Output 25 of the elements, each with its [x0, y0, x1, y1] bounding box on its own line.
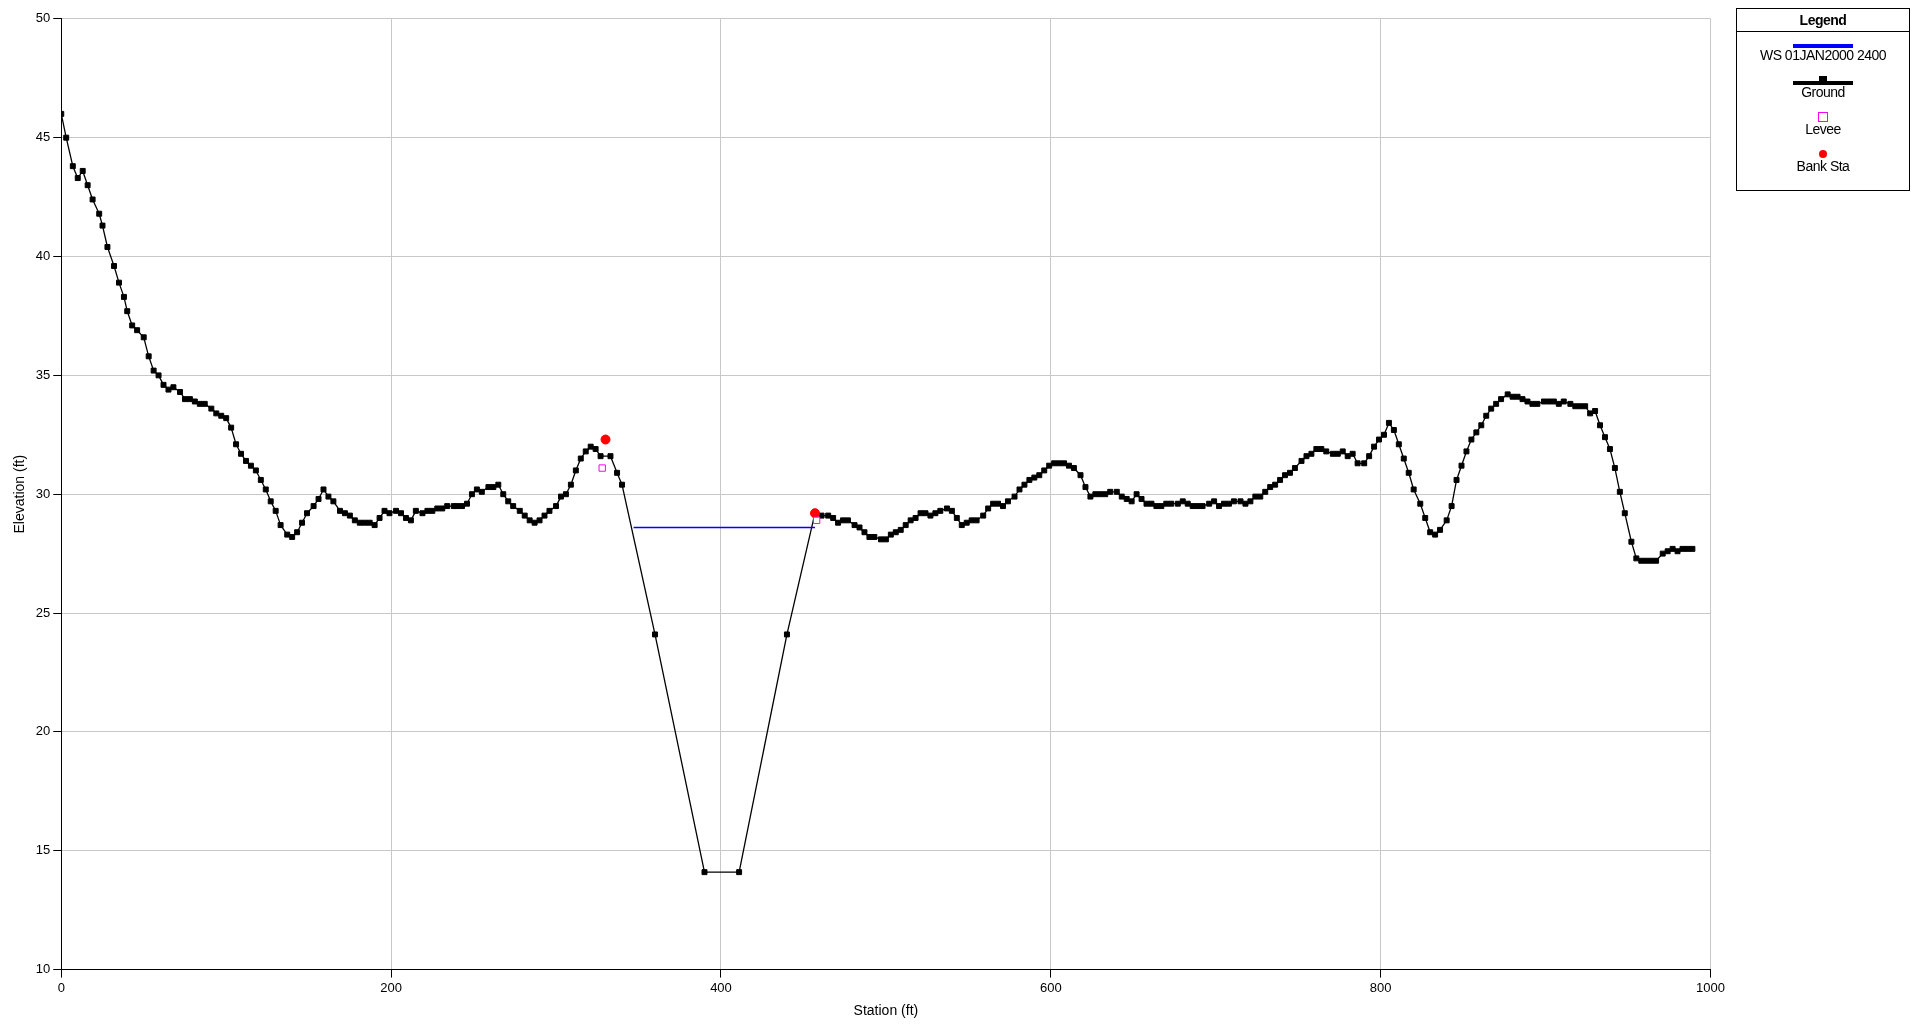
legend-label: Bank Sta: [1795, 158, 1851, 174]
x-axis-title: Station (ft): [853, 1002, 919, 1019]
x-tick-label: 200: [380, 979, 402, 995]
legend-label: Levee: [1804, 121, 1842, 137]
y-tick-label: 10: [35, 961, 51, 977]
point: [600, 434, 611, 445]
point: [812, 516, 821, 525]
x-tick-label: 400: [710, 979, 732, 995]
y-tick-label: 30: [35, 485, 51, 501]
x-tick-label: 600: [1039, 979, 1062, 995]
x-tick-label: 1000: [1696, 979, 1725, 995]
y-tick-label: 50: [35, 10, 51, 26]
y-tick-label: 20: [35, 723, 51, 739]
y-tick-label: 25: [35, 604, 51, 620]
y-tick-label: 45: [35, 129, 51, 145]
y-tick-label: 15: [35, 842, 51, 858]
y-tick-label: 40: [35, 248, 51, 264]
y-tick-label: 35: [35, 366, 51, 382]
x-tick-label: 800: [1369, 979, 1392, 995]
legend-label: WS 01JAN2000 2400: [1758, 47, 1888, 63]
x-tick-label: 0: [57, 979, 65, 995]
legend-label: Ground: [1800, 84, 1846, 100]
y-axis-title: Elevation (ft): [11, 454, 28, 534]
point: [598, 464, 606, 472]
legend-title: Legend: [1737, 9, 1909, 32]
